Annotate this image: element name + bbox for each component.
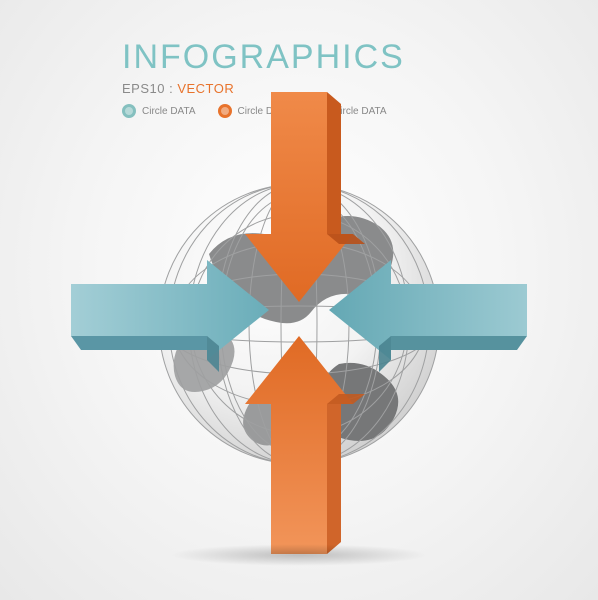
globe-diagram	[59, 84, 539, 564]
globe-svg	[59, 84, 539, 564]
globe-shadow	[169, 544, 429, 566]
main-title: INFOGRAPHICS	[122, 38, 405, 77]
